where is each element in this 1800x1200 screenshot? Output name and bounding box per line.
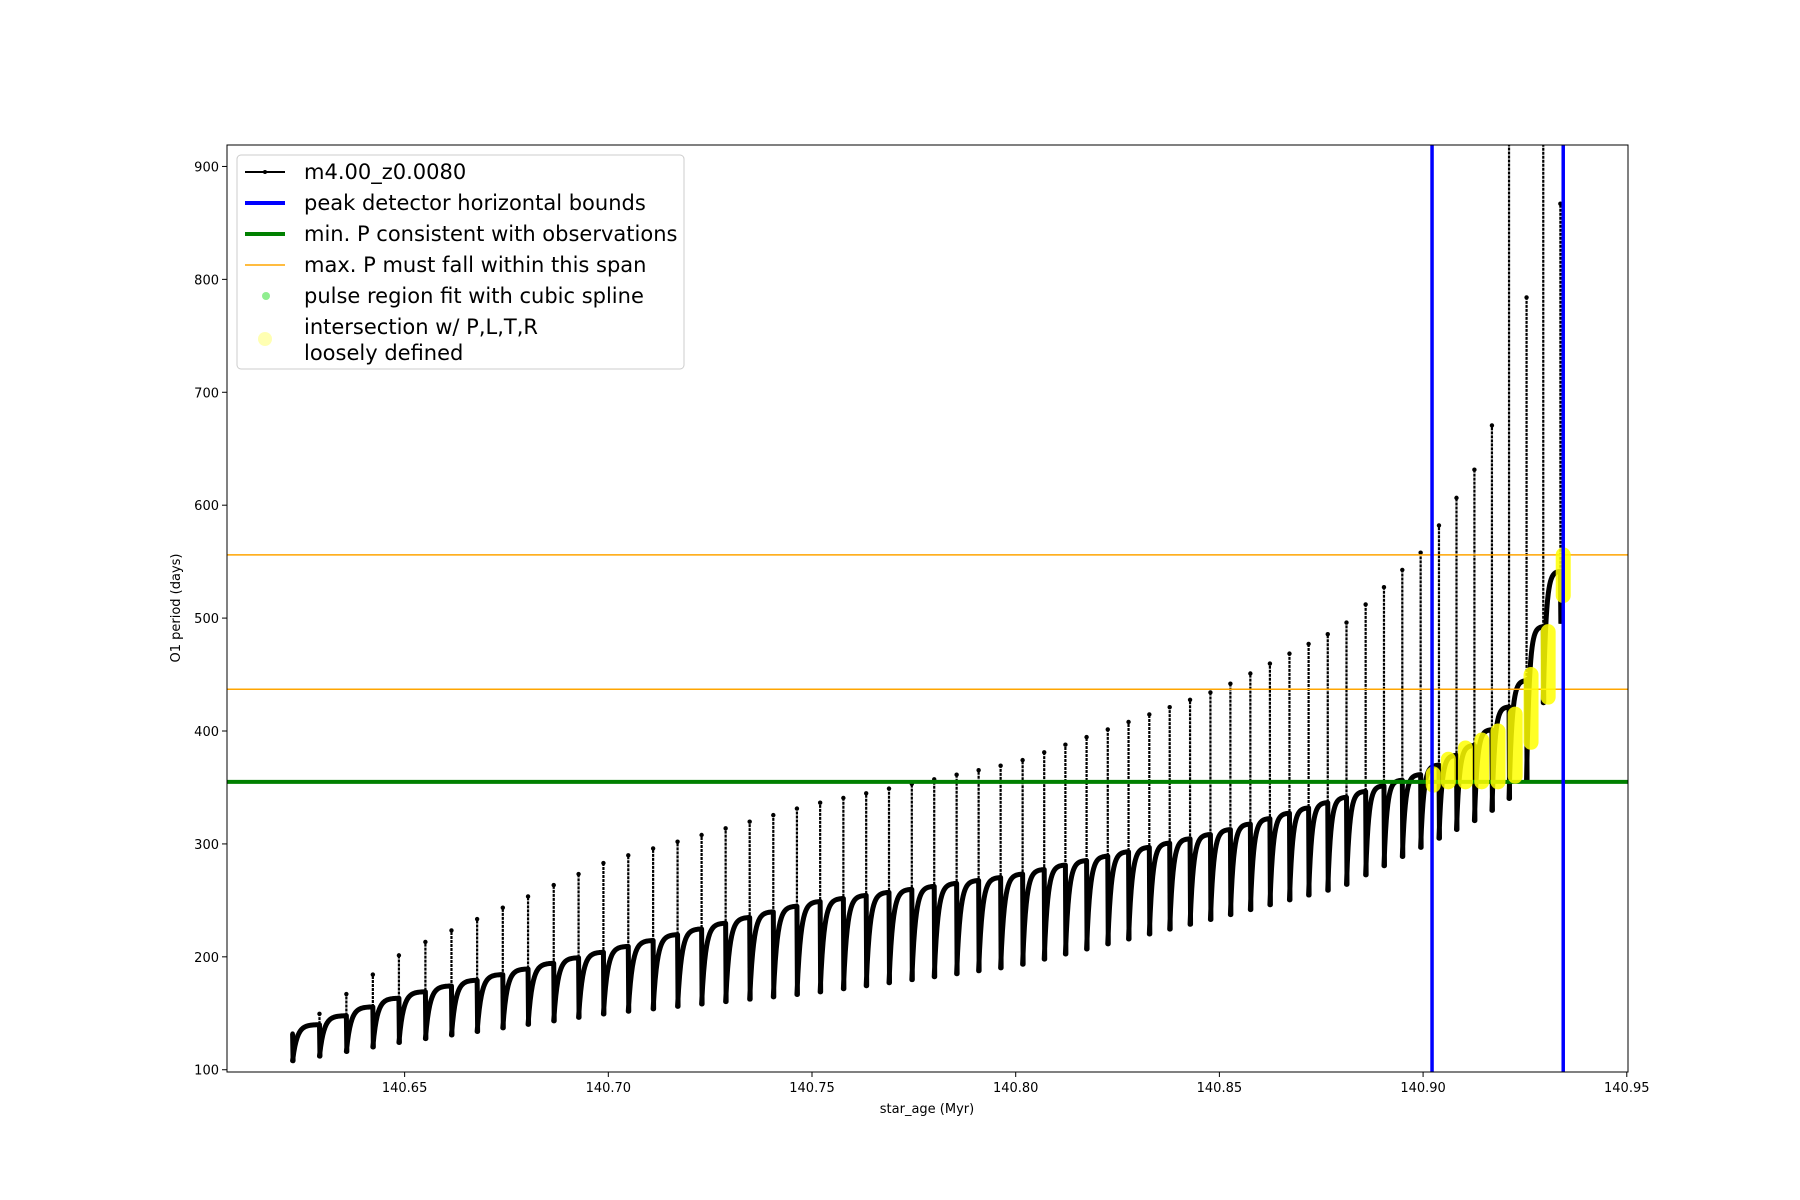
spike-peak-point [863, 791, 869, 796]
y-tick-label: 100 [194, 1064, 219, 1079]
spike-peak-point [1454, 495, 1459, 501]
spike-peak-point [1489, 423, 1495, 428]
spike-peak-point [1020, 757, 1025, 763]
x-tick-label: 140.65 [382, 1081, 428, 1096]
spike-peak-point [723, 826, 728, 831]
spike-peak-point [1126, 719, 1131, 725]
spike-peak-point [551, 882, 556, 888]
spike-peak-point [650, 846, 656, 851]
spike-peak-point [1287, 651, 1292, 656]
spike-peak-point [699, 832, 704, 838]
spike-peak-point [1042, 750, 1047, 755]
legend-label: m4.00_z0.0080 [304, 160, 466, 185]
spike-peak-point [1084, 734, 1089, 740]
spike-peak-point [626, 853, 631, 858]
spike-peak-point [675, 839, 680, 844]
spike-peak-point [525, 894, 531, 899]
spike-peak-point [344, 991, 349, 997]
legend-label: loosely defined [304, 341, 463, 365]
spike-peak-point [474, 916, 480, 922]
spike-peak-point [794, 806, 800, 811]
legend-entry: peak detector horizontal bounds [245, 191, 646, 215]
spike-peak-point [1472, 467, 1477, 472]
spike-peak-point [1344, 620, 1349, 625]
legend-label: intersection w/ P,L,T,R [304, 315, 538, 339]
x-tick-label: 140.80 [993, 1081, 1039, 1096]
y-tick-label: 200 [194, 951, 219, 966]
spike-peak-point [1363, 602, 1368, 607]
x-tick-label: 140.70 [586, 1081, 632, 1096]
x-tick-label: 140.95 [1604, 1081, 1650, 1096]
x-axis-label: star_age (Myr) [880, 1102, 974, 1117]
spike-peak-point [1507, 51, 1511, 55]
spike-peak-point [1228, 681, 1233, 686]
spike-peak-point [954, 772, 959, 777]
legend-entry: min. P consistent with observations [245, 222, 677, 246]
legend-label: max. P must fall within this span [304, 253, 646, 277]
y-tick-label: 400 [194, 725, 219, 740]
spike-peak-point [317, 1011, 322, 1017]
spike-peak-point [1105, 727, 1110, 732]
legend-marker-icon [263, 170, 267, 174]
series-line-m4.00_z0.0080 [290, 568, 1564, 1064]
spike-peak-point [1306, 641, 1311, 647]
x-tick-label: 140.85 [1197, 1081, 1243, 1096]
spike-peak-point [1187, 697, 1193, 702]
spike-peak-point [841, 795, 846, 801]
spike-peak-point [1063, 742, 1068, 747]
spike-peak-point [370, 972, 376, 977]
spike-peak-point [1381, 585, 1387, 590]
spike-peak-point [500, 905, 506, 910]
spike-peak-point [1267, 661, 1273, 666]
spike-peak-point [1400, 567, 1405, 573]
spike-peak-point [886, 786, 892, 791]
spike-peak-point [1147, 712, 1152, 717]
legend-entry: m4.00_z0.0080 [245, 160, 466, 185]
spike-peak-point [1418, 550, 1423, 555]
y-tick-label: 300 [194, 838, 219, 853]
spike-peak-point [396, 953, 402, 958]
spike-peak-point [976, 768, 981, 773]
spike-peak-point [998, 763, 1003, 768]
x-tick-label: 140.75 [789, 1081, 835, 1096]
legend-label: pulse region fit with cubic spline [304, 284, 644, 308]
spike-peak-point [423, 939, 428, 945]
legend-entry: max. P must fall within this span [245, 253, 646, 277]
axes-frame [226, 144, 1629, 1073]
spike-peak-point [449, 928, 454, 933]
legend-box [236, 154, 685, 370]
y-tick-label: 900 [194, 160, 219, 175]
spike-peak-point [1167, 704, 1172, 710]
spike-peak-point [1558, 201, 1563, 206]
axes: 140.65 140.70 140.75 140.80 140.85 140.90 140.… [194, 160, 1649, 1096]
y-axis-label: O1 period (days) [169, 553, 184, 662]
legend-label: min. P consistent with observations [304, 222, 677, 246]
spike-peak-point [747, 819, 752, 824]
spike-peak-point [817, 800, 823, 805]
legend-entry: pulse region fit with cubic spline [262, 284, 644, 308]
spike-peak-point [1325, 631, 1330, 637]
y-tick-label: 700 [194, 386, 219, 401]
y-tick-label: 600 [194, 499, 219, 514]
legend-dot-icon [262, 292, 270, 300]
x-tick-label: 140.90 [1400, 1081, 1446, 1096]
spike-peak-point [1436, 523, 1442, 528]
y-tick-label: 500 [194, 612, 219, 627]
spike-peak-point [771, 812, 776, 818]
spike-peak-point [1248, 671, 1253, 676]
spike-peak-point [1541, 51, 1545, 55]
plot-area [227, 51, 1628, 1072]
spike-peak-point [1524, 295, 1529, 300]
spike-peak-point [1208, 690, 1213, 695]
y-tick-label: 800 [194, 273, 219, 288]
legend-dot-icon [258, 332, 272, 346]
spike-peak-point [601, 860, 606, 866]
legend-label: peak detector horizontal bounds [304, 191, 646, 215]
spike-peak-point [576, 871, 581, 877]
